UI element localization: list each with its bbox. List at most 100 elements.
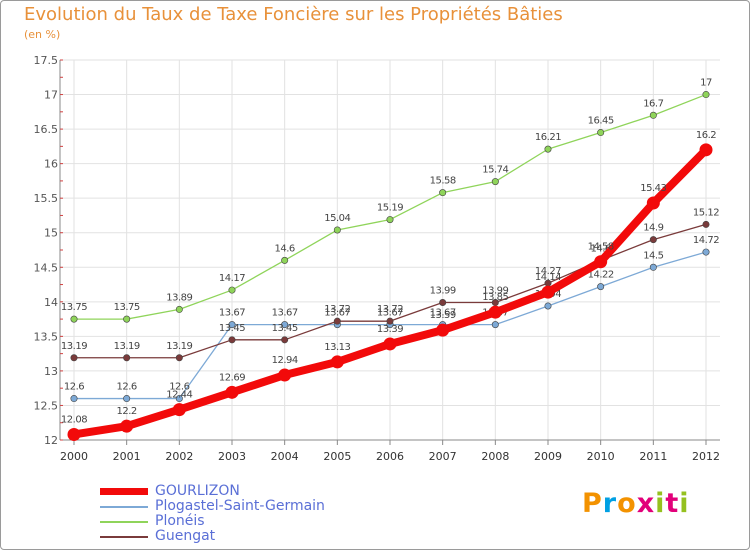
data-label: 15.19 (377, 203, 403, 214)
data-point (649, 236, 657, 244)
data-point (330, 355, 344, 369)
y-tick-label: 14.5 (34, 261, 59, 274)
data-point (439, 189, 447, 197)
data-label: 13.67 (324, 308, 350, 319)
data-label: 12.6 (64, 382, 84, 393)
data-label: 14.17 (219, 273, 245, 284)
data-point (228, 286, 236, 294)
x-tick-label: 2012 (692, 450, 720, 463)
y-tick-label: 17 (44, 89, 58, 102)
data-point (541, 285, 555, 299)
data-label: 12.2 (117, 406, 137, 417)
data-point (646, 196, 660, 210)
data-label: 13.89 (166, 292, 192, 303)
logo-letter: i (655, 488, 666, 519)
data-point (544, 145, 552, 153)
data-label: 14.6 (275, 243, 295, 254)
x-tick-label: 2001 (113, 450, 141, 463)
data-point (172, 403, 186, 417)
data-label: 14.58 (588, 242, 614, 253)
x-tick-label: 2004 (271, 450, 299, 463)
unit-label: (en %) (24, 28, 61, 41)
data-label: 13.75 (114, 302, 140, 313)
data-label: 14.5 (643, 250, 663, 261)
x-tick-label: 2005 (323, 450, 351, 463)
data-label: 16.7 (643, 98, 663, 109)
y-tick-label: 15.5 (34, 192, 59, 205)
data-label: 14.27 (535, 266, 561, 277)
x-tick-label: 2006 (376, 450, 404, 463)
legend-label: Plonéis (155, 513, 205, 529)
x-tick-label: 2011 (639, 450, 667, 463)
data-point (649, 111, 657, 119)
data-label: 13.67 (377, 308, 403, 319)
legend-swatch-plogastel (100, 506, 148, 508)
x-tick-label: 2000 (60, 450, 88, 463)
data-point (594, 255, 608, 269)
logo-letter: r (602, 488, 618, 519)
data-point (491, 178, 499, 186)
logo-letter: x (636, 488, 656, 519)
data-point (702, 220, 710, 228)
legend-swatch-ploneis (100, 521, 148, 523)
data-point (649, 263, 657, 271)
y-tick-label: 16.5 (34, 123, 59, 136)
data-label: 13.75 (61, 302, 87, 313)
data-label: 17 (700, 78, 712, 89)
data-label: 16.45 (588, 116, 614, 127)
data-label: 13.85 (482, 292, 508, 303)
data-label: 14.9 (643, 223, 663, 234)
x-tick-label: 2009 (534, 450, 562, 463)
data-label: 15.43 (640, 183, 666, 194)
data-point (333, 226, 341, 234)
data-label: 14.72 (693, 235, 719, 246)
data-label: 13.19 (114, 341, 140, 352)
data-point (175, 395, 183, 403)
data-point (228, 336, 236, 344)
logo-letter: t (665, 488, 680, 519)
data-label: 13.99 (482, 286, 508, 297)
data-label: 13.99 (430, 286, 456, 297)
data-label: 13.72 (377, 304, 403, 315)
data-label: 13.39 (377, 324, 403, 335)
legend-label: GOURLIZON (155, 483, 240, 499)
y-tick-label: 17.5 (34, 54, 59, 67)
data-point (175, 305, 183, 313)
series-gourlizon: 12.0812.212.4412.6912.9413.1313.3913.591… (61, 130, 717, 441)
data-point (699, 143, 713, 157)
data-point (70, 315, 78, 323)
data-point (702, 248, 710, 256)
data-label: 13.67 (219, 308, 245, 319)
data-label: 13.67 (430, 308, 456, 319)
logo-letter: o (617, 488, 637, 519)
data-label: 12.69 (219, 372, 245, 383)
data-point (386, 216, 394, 224)
data-label: 14.14 (535, 272, 561, 283)
data-label: 13.45 (272, 323, 298, 334)
data-label: 12.6 (117, 382, 137, 393)
data-point (281, 256, 289, 264)
data-point (278, 368, 292, 382)
chart-title: Evolution du Taux de Taxe Foncière sur l… (24, 4, 563, 25)
data-point (597, 283, 605, 291)
data-label: 12.44 (166, 390, 192, 401)
data-point (120, 419, 134, 433)
data-label: 12.6 (169, 382, 189, 393)
x-tick-label: 2007 (429, 450, 457, 463)
data-point (491, 321, 499, 329)
data-label: 12.94 (272, 355, 298, 366)
x-tick-label: 2002 (165, 450, 193, 463)
data-label: 12.08 (61, 414, 87, 425)
data-point (67, 427, 81, 441)
legend-swatch-guengat (100, 536, 148, 538)
data-point (70, 395, 78, 403)
y-tick-label: 13 (44, 365, 58, 378)
data-label: 14.6 (591, 243, 611, 254)
data-point (597, 129, 605, 137)
y-tick-label: 12.5 (34, 399, 59, 412)
proxiti-logo: Proxiti (582, 488, 690, 519)
series-plon-is: 13.75 13.75 13.89 14.17 14.6 15.04 15.19 15.58 1… (61, 78, 712, 323)
data-label: 13.13 (324, 342, 350, 353)
data-label: 14.22 (588, 270, 614, 281)
data-point (228, 321, 236, 329)
